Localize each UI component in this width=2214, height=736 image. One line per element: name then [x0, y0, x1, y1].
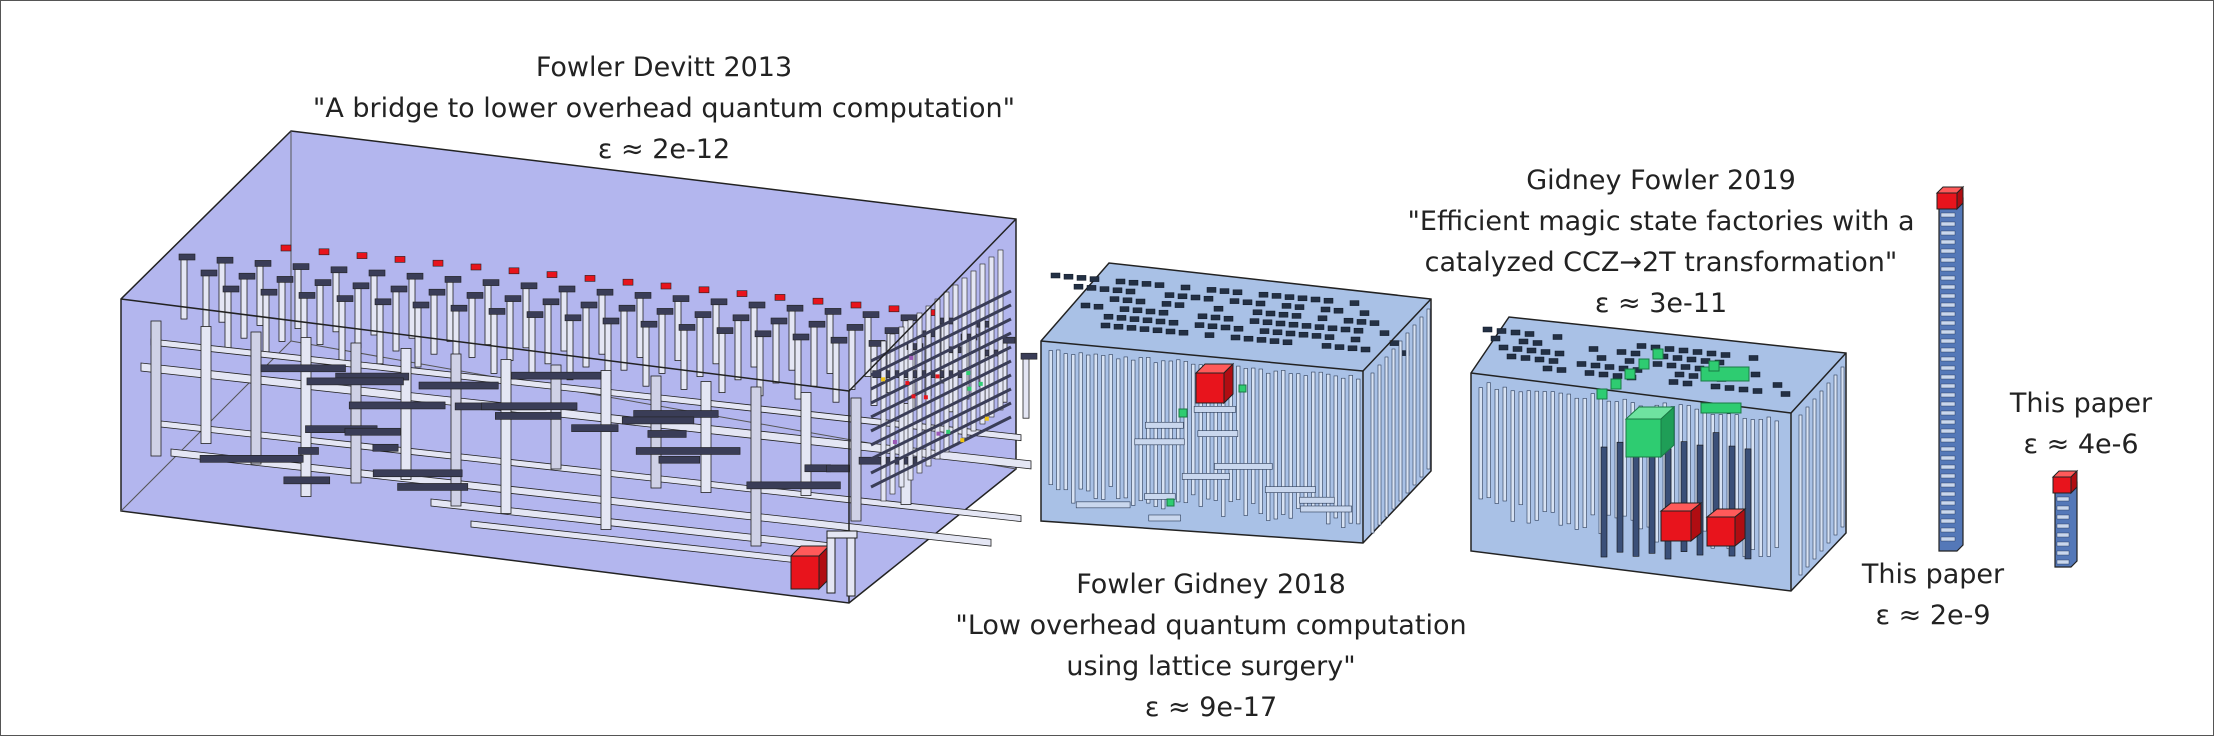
factory-fd2013: [120, 130, 1038, 604]
factory-this-paper-small: [2051, 469, 2079, 568]
factory-fg2018: [1040, 262, 1432, 544]
small-column-stripes: [2056, 496, 2070, 565]
fg2018-title-line2: using lattice surgery": [1066, 651, 1356, 682]
label-fd2013: Fowler Devitt 2013 "A bridge to lower ov…: [313, 47, 1015, 170]
red-cube-icon: [1935, 185, 1965, 211]
red-cube-icon: [789, 544, 831, 591]
red-cube-icon: [1194, 362, 1235, 405]
tp-small-error: ε ≈ 4e-6: [2023, 429, 2139, 460]
label-fg2018: Fowler Gidney 2018 "Low overhead quantum…: [955, 564, 1466, 728]
fd2013-pipe-structure: [140, 244, 1038, 568]
tp-tall-authors: This paper: [1861, 559, 2005, 590]
factory-gf2019: [1470, 316, 1847, 592]
gf2019-authors: Gidney Fowler 2019: [1526, 165, 1796, 196]
label-this-paper-tall: This paper ε ≈ 2e-9: [1862, 554, 2004, 636]
red-cube-icon: [1659, 501, 1703, 543]
fd2013-title: "A bridge to lower overhead quantum comp…: [312, 93, 1016, 124]
fg2018-error: ε ≈ 9e-17: [1144, 692, 1278, 723]
label-this-paper-small: This paper ε ≈ 4e-6: [2010, 383, 2152, 465]
gf2019-pipe-structure: [1478, 326, 1845, 576]
gf2019-title-line1: "Efficient magic state factories with a: [1407, 206, 1915, 237]
fg2018-title-line1: "Low overhead quantum computation: [955, 610, 1467, 641]
fg2018-authors: Fowler Gidney 2018: [1076, 569, 1346, 600]
red-cube-icon: [1705, 507, 1747, 548]
red-cube-icon: [2051, 469, 2079, 495]
tp-tall-error: ε ≈ 2e-9: [1875, 600, 1991, 631]
fg2018-pipe-structure: [1048, 272, 1431, 534]
green-cube-icon: [1624, 405, 1676, 459]
gf2019-title-line2: catalyzed CCZ→2T transformation": [1424, 247, 1898, 278]
fd2013-error: ε ≈ 2e-12: [597, 134, 731, 165]
tall-column-stripes: [1940, 212, 1956, 542]
gf2019-error: ε ≈ 3e-11: [1594, 288, 1728, 319]
factory-this-paper-tall: [1935, 185, 1965, 552]
tp-small-authors: This paper: [2009, 388, 2153, 419]
label-gf2019: Gidney Fowler 2019 "Efficient magic stat…: [1408, 160, 1915, 324]
fd2013-authors: Fowler Devitt 2013: [535, 52, 793, 83]
